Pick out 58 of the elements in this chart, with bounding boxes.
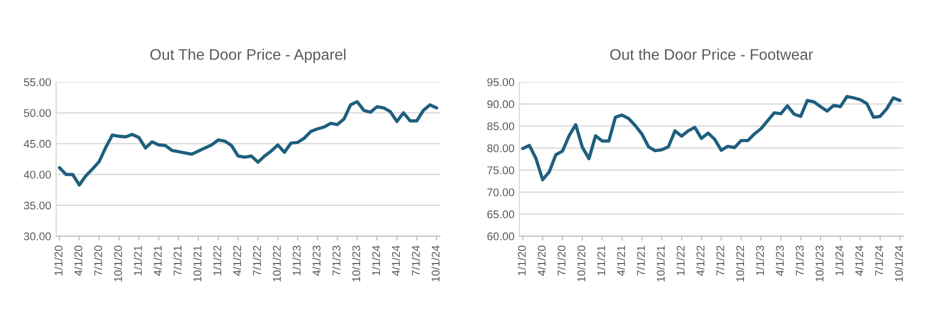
chart-title: Out The Door Price - Apparel xyxy=(150,48,346,63)
x-tick-label: 4/1/24 xyxy=(855,246,864,276)
x-tick-label: 10/1/20 xyxy=(577,246,586,282)
y-tick-label: 70.00 xyxy=(487,188,514,196)
line-series xyxy=(58,100,438,187)
x-tick-label: 1/1/20 xyxy=(54,246,62,276)
y-tick-label: 40.00 xyxy=(24,170,51,179)
x-tick-label: 10/1/23 xyxy=(352,246,360,282)
x-tick-label: 7/1/22 xyxy=(252,246,261,276)
y-tick-label: 60.00 xyxy=(487,232,514,240)
x-tick-label: 1/1/23 xyxy=(292,246,301,276)
x-tick-label: 1/1/22 xyxy=(676,246,685,276)
x-tick-label: 7/1/22 xyxy=(716,246,724,276)
x-tick-label: 10/1/22 xyxy=(272,246,281,282)
x-tick-label: 4/1/20 xyxy=(74,246,82,276)
x-tick-label: 7/1/21 xyxy=(636,246,645,276)
x-tick-label: 1/1/21 xyxy=(597,246,606,276)
x-tick-label: 7/1/23 xyxy=(796,246,804,276)
y-tick-label: 65.00 xyxy=(487,210,514,218)
x-tick-label: 7/1/23 xyxy=(332,246,340,276)
x-tick-label: 10/1/24 xyxy=(894,246,903,282)
x-tick-label: 7/1/24 xyxy=(874,246,884,276)
y-tick-label: 90.00 xyxy=(487,100,514,108)
y-tick-label: 30.00 xyxy=(24,232,51,240)
x-tick-label: 10/1/24 xyxy=(431,246,440,282)
x-tick-label: 1/1/21 xyxy=(134,246,142,276)
x-tick-label: 1/1/24 xyxy=(835,246,844,276)
x-tick-label: 4/1/23 xyxy=(776,246,784,276)
x-tick-label: 10/1/21 xyxy=(193,246,202,282)
y-tick-label: 80.00 xyxy=(487,144,514,152)
y-tick-label: 55.00 xyxy=(24,78,51,86)
x-tick-label: 10/1/23 xyxy=(815,246,824,282)
x-tick-label: 4/1/22 xyxy=(232,246,242,276)
x-tick-label: 7/1/24 xyxy=(412,246,420,276)
y-tick-label: 85.00 xyxy=(487,122,514,130)
x-tick-label: 10/1/22 xyxy=(736,246,744,282)
x-tick-label: 1/1/23 xyxy=(756,246,764,276)
chart-title: Out the Door Price - Footwear xyxy=(610,48,814,60)
y-tick-label: 95.00 xyxy=(487,78,514,86)
x-tick-label: 10/1/21 xyxy=(656,246,665,282)
x-tick-label: 4/1/22 xyxy=(696,246,704,276)
y-tick-label: 50.00 xyxy=(24,109,51,117)
x-tick-label: 7/1/20 xyxy=(557,246,566,276)
x-tick-label: 7/1/20 xyxy=(94,246,102,276)
y-tick-label: 75.00 xyxy=(487,166,514,174)
x-tick-label: 7/1/21 xyxy=(173,246,182,276)
y-tick-label: 45.00 xyxy=(24,140,51,148)
x-tick-label: 1/1/22 xyxy=(213,246,222,276)
x-tick-label: 4/1/20 xyxy=(537,246,546,276)
y-tick-label: 35.00 xyxy=(24,202,51,210)
x-tick-label: 4/1/23 xyxy=(312,246,320,276)
x-tick-label: 4/1/21 xyxy=(616,246,626,276)
x-tick-label: 1/1/20 xyxy=(518,246,526,276)
x-tick-label: 10/1/20 xyxy=(114,246,122,282)
x-tick-label: 4/1/21 xyxy=(154,246,162,276)
x-tick-label: 1/1/24 xyxy=(372,246,380,276)
line-series xyxy=(521,94,902,182)
x-tick-label: 4/1/24 xyxy=(392,246,400,276)
